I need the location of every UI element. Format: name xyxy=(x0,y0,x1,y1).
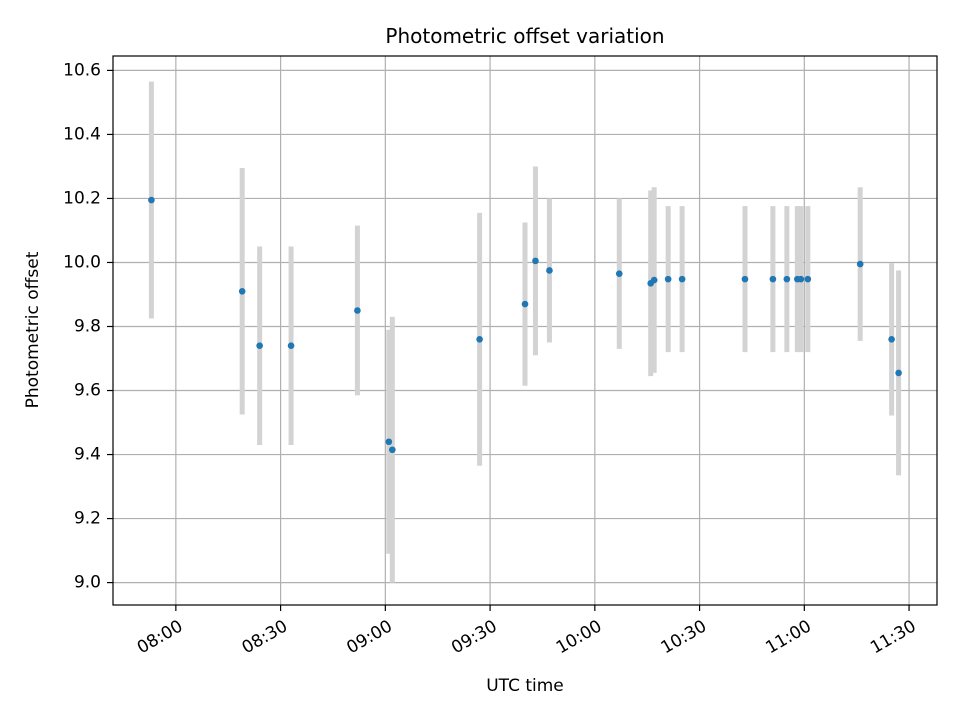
data-point xyxy=(389,446,396,454)
data-point xyxy=(521,300,529,308)
data-point xyxy=(615,270,623,277)
data-point xyxy=(385,438,393,446)
x-tick-label: 10:00 xyxy=(553,616,605,658)
y-tick-label: 10.0 xyxy=(63,252,101,272)
data-point xyxy=(650,276,658,284)
x-axis-ticks: 08:00 08:30 09:00 09:30 10:00 10:30 11:00 11:30 xyxy=(134,605,920,658)
x-tick-label: 11:00 xyxy=(762,616,814,658)
data-point xyxy=(664,275,672,283)
data-points xyxy=(148,196,902,454)
y-tick-label: 9.8 xyxy=(74,316,101,336)
data-point xyxy=(476,336,483,343)
x-tick-label: 09:00 xyxy=(343,616,395,658)
y-tick-label: 9.0 xyxy=(74,573,101,593)
y-axis-label: Photometric offset xyxy=(23,251,43,408)
data-point xyxy=(354,307,361,314)
data-point xyxy=(678,275,686,283)
data-point xyxy=(856,260,864,268)
y-tick-label: 9.6 xyxy=(74,381,101,401)
data-point xyxy=(148,196,155,204)
chart-title: Photometric offset variation xyxy=(385,24,664,48)
data-point xyxy=(769,275,777,283)
y-axis-ticks: 9.0 9.2 9.4 9.6 9.8 10.0 10.2 10.4 10.6 xyxy=(63,60,113,593)
data-point xyxy=(895,369,902,377)
y-tick-label: 9.4 xyxy=(74,445,101,465)
y-tick-label: 9.2 xyxy=(74,509,101,529)
y-tick-label: 10.2 xyxy=(63,188,101,208)
x-tick-label: 10:30 xyxy=(658,616,710,658)
x-tick-label: 08:30 xyxy=(239,616,291,658)
data-point xyxy=(287,342,295,350)
y-tick-label: 10.6 xyxy=(63,60,101,80)
x-tick-label: 08:00 xyxy=(134,616,186,658)
data-point xyxy=(546,267,553,274)
error-bars xyxy=(148,81,902,583)
data-point xyxy=(783,275,791,283)
data-point xyxy=(804,275,812,283)
data-point xyxy=(888,336,895,343)
data-point xyxy=(797,275,805,283)
data-point xyxy=(256,342,263,350)
data-point xyxy=(532,257,539,265)
plot-frame xyxy=(112,55,938,606)
x-axis-label: UTC time xyxy=(486,676,564,696)
x-tick-label: 09:30 xyxy=(448,616,500,658)
data-point xyxy=(741,275,749,283)
data-point xyxy=(238,287,246,295)
y-tick-label: 10.4 xyxy=(63,124,101,144)
x-tick-label: 11:30 xyxy=(867,616,919,658)
